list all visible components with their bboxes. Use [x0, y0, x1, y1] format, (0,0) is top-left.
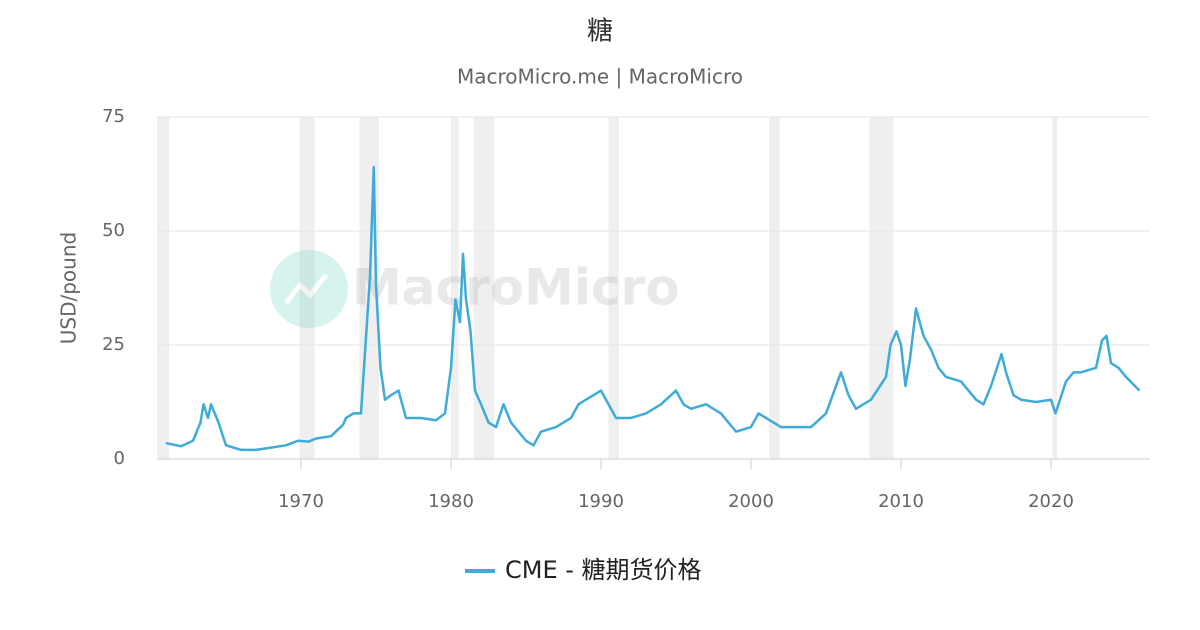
watermark: MacroMicro — [270, 250, 680, 328]
recession-band — [769, 117, 780, 459]
y-tick-label: 50 — [102, 220, 125, 241]
recession-band — [869, 117, 894, 459]
x-tick-label: 2020 — [1028, 491, 1074, 512]
y-tick-label: 75 — [102, 106, 125, 127]
recession-band — [1052, 117, 1057, 459]
x-tick-label: 2000 — [728, 491, 774, 512]
chart-subtitle: MacroMicro.me | MacroMicro — [457, 65, 743, 89]
watermark-icon — [270, 250, 348, 328]
x-tick-label: 2010 — [878, 491, 924, 512]
legend-label: CME - 糖期货价格 — [505, 556, 702, 584]
recession-band — [608, 117, 619, 459]
x-tick-label: 1990 — [578, 491, 624, 512]
y-axis-label: USD/pound — [57, 232, 81, 344]
x-tick-label: 1970 — [278, 491, 324, 512]
series-line — [165, 165, 1141, 452]
recession-band — [299, 117, 315, 459]
chart-title: 糖 — [587, 17, 613, 47]
recession-band — [451, 117, 459, 459]
y-tick-label: 25 — [102, 334, 125, 355]
y-tick-label: 0 — [114, 448, 125, 469]
x-tick-label: 1980 — [428, 491, 474, 512]
recession-band — [473, 117, 495, 459]
watermark-text: MacroMicro — [352, 259, 680, 317]
recession-band — [157, 117, 169, 459]
watermark-icon-line — [284, 273, 328, 305]
